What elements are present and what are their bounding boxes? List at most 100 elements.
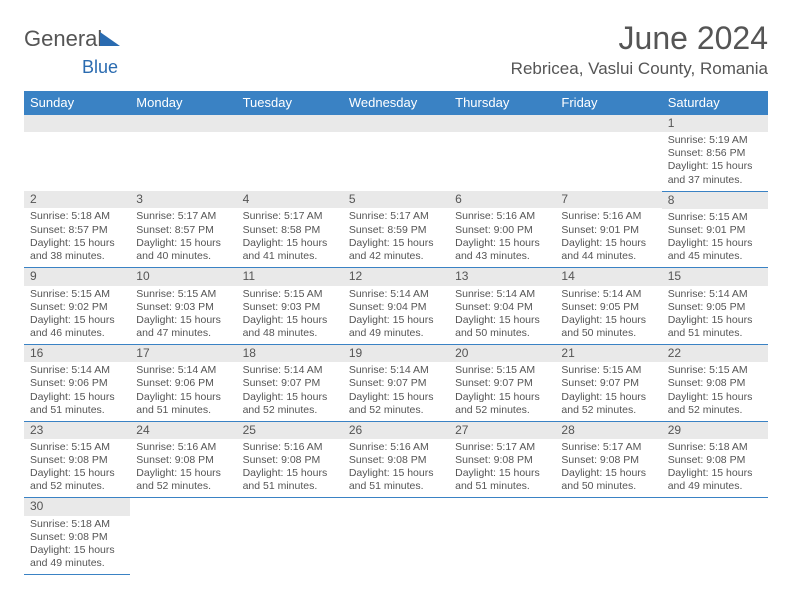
sunrise-text: Sunrise: 5:15 AM	[668, 364, 762, 377]
sunset-text: Sunset: 9:07 PM	[349, 377, 443, 390]
sunrise-text: Sunrise: 5:15 AM	[136, 288, 230, 301]
sunset-text: Sunset: 9:08 PM	[30, 454, 124, 467]
day-number: 8	[662, 192, 768, 209]
sunrise-text: Sunrise: 5:14 AM	[561, 288, 655, 301]
sunrise-text: Sunrise: 5:15 AM	[243, 288, 337, 301]
sunrise-text: Sunrise: 5:19 AM	[668, 134, 762, 147]
sunrise-text: Sunrise: 5:16 AM	[561, 210, 655, 223]
day-details: Sunrise: 5:16 AMSunset: 9:08 PMDaylight:…	[130, 439, 236, 498]
day-details: Sunrise: 5:16 AMSunset: 9:08 PMDaylight:…	[237, 439, 343, 498]
day-number: 28	[555, 422, 661, 439]
sunset-text: Sunset: 9:07 PM	[243, 377, 337, 390]
daylight-text: Daylight: 15 hours and 52 minutes.	[243, 391, 337, 417]
sunrise-text: Sunrise: 5:14 AM	[455, 288, 549, 301]
day-number: 6	[449, 191, 555, 208]
day-details: Sunrise: 5:14 AMSunset: 9:07 PMDaylight:…	[237, 362, 343, 421]
calendar-cell: 30Sunrise: 5:18 AMSunset: 9:08 PMDayligh…	[24, 498, 130, 575]
daylight-text: Daylight: 15 hours and 52 minutes.	[561, 391, 655, 417]
day-details: Sunrise: 5:15 AMSunset: 9:08 PMDaylight:…	[662, 362, 768, 421]
daylight-text: Daylight: 15 hours and 51 minutes.	[349, 467, 443, 493]
sunrise-text: Sunrise: 5:17 AM	[349, 210, 443, 223]
day-number: 2	[24, 191, 130, 208]
calendar-body: 1Sunrise: 5:19 AMSunset: 8:56 PMDaylight…	[24, 115, 768, 575]
calendar-cell: 10Sunrise: 5:15 AMSunset: 9:03 PMDayligh…	[130, 268, 236, 345]
calendar-cell-empty	[662, 498, 768, 575]
sunset-text: Sunset: 9:04 PM	[349, 301, 443, 314]
day-details: Sunrise: 5:17 AMSunset: 8:58 PMDaylight:…	[237, 208, 343, 267]
sunset-text: Sunset: 9:08 PM	[668, 377, 762, 390]
calendar-cell-empty	[555, 115, 661, 191]
sunset-text: Sunset: 9:07 PM	[455, 377, 549, 390]
daylight-text: Daylight: 15 hours and 47 minutes.	[136, 314, 230, 340]
sunset-text: Sunset: 9:08 PM	[455, 454, 549, 467]
logo: General Blue	[24, 26, 122, 78]
sunset-text: Sunset: 8:57 PM	[30, 224, 124, 237]
calendar-row: 9Sunrise: 5:15 AMSunset: 9:02 PMDaylight…	[24, 268, 768, 345]
sunset-text: Sunset: 8:57 PM	[136, 224, 230, 237]
day-details: Sunrise: 5:15 AMSunset: 9:03 PMDaylight:…	[237, 286, 343, 345]
sunrise-text: Sunrise: 5:14 AM	[243, 364, 337, 377]
weekday-header: Friday	[555, 91, 661, 115]
day-number: 12	[343, 268, 449, 285]
day-details: Sunrise: 5:16 AMSunset: 9:01 PMDaylight:…	[555, 208, 661, 267]
sunset-text: Sunset: 9:08 PM	[668, 454, 762, 467]
calendar-cell-empty	[449, 498, 555, 575]
sunrise-text: Sunrise: 5:15 AM	[30, 441, 124, 454]
sunset-text: Sunset: 9:01 PM	[668, 224, 762, 237]
sunset-text: Sunset: 9:03 PM	[136, 301, 230, 314]
weekday-header: Tuesday	[237, 91, 343, 115]
calendar-cell: 26Sunrise: 5:16 AMSunset: 9:08 PMDayligh…	[343, 421, 449, 498]
sunrise-text: Sunrise: 5:16 AM	[136, 441, 230, 454]
calendar-cell-empty	[237, 115, 343, 191]
calendar-cell: 27Sunrise: 5:17 AMSunset: 9:08 PMDayligh…	[449, 421, 555, 498]
daylight-text: Daylight: 15 hours and 40 minutes.	[136, 237, 230, 263]
weekday-header-row: SundayMondayTuesdayWednesdayThursdayFrid…	[24, 91, 768, 115]
calendar-cell: 24Sunrise: 5:16 AMSunset: 9:08 PMDayligh…	[130, 421, 236, 498]
calendar-cell: 13Sunrise: 5:14 AMSunset: 9:04 PMDayligh…	[449, 268, 555, 345]
day-details: Sunrise: 5:17 AMSunset: 9:08 PMDaylight:…	[555, 439, 661, 498]
calendar-cell: 23Sunrise: 5:15 AMSunset: 9:08 PMDayligh…	[24, 421, 130, 498]
day-number: 24	[130, 422, 236, 439]
calendar-cell: 2Sunrise: 5:18 AMSunset: 8:57 PMDaylight…	[24, 191, 130, 268]
calendar-cell: 11Sunrise: 5:15 AMSunset: 9:03 PMDayligh…	[237, 268, 343, 345]
calendar-cell-empty	[343, 498, 449, 575]
day-number: 1	[662, 115, 768, 132]
daylight-text: Daylight: 15 hours and 37 minutes.	[668, 160, 762, 186]
sunrise-text: Sunrise: 5:16 AM	[243, 441, 337, 454]
daylight-text: Daylight: 15 hours and 52 minutes.	[349, 391, 443, 417]
sunset-text: Sunset: 9:08 PM	[561, 454, 655, 467]
day-number-empty	[555, 115, 661, 132]
sunrise-text: Sunrise: 5:17 AM	[455, 441, 549, 454]
day-number: 30	[24, 498, 130, 515]
sunrise-text: Sunrise: 5:14 AM	[349, 364, 443, 377]
calendar-cell-empty	[449, 115, 555, 191]
day-details: Sunrise: 5:15 AMSunset: 9:03 PMDaylight:…	[130, 286, 236, 345]
sunrise-text: Sunrise: 5:15 AM	[30, 288, 124, 301]
calendar-row: 1Sunrise: 5:19 AMSunset: 8:56 PMDaylight…	[24, 115, 768, 191]
day-number: 14	[555, 268, 661, 285]
day-number-empty	[343, 115, 449, 132]
sunrise-text: Sunrise: 5:15 AM	[668, 211, 762, 224]
day-details: Sunrise: 5:18 AMSunset: 8:57 PMDaylight:…	[24, 208, 130, 267]
weekday-header: Thursday	[449, 91, 555, 115]
calendar-row: 2Sunrise: 5:18 AMSunset: 8:57 PMDaylight…	[24, 191, 768, 268]
day-number-empty	[237, 115, 343, 132]
calendar-cell-empty	[24, 115, 130, 191]
day-details: Sunrise: 5:17 AMSunset: 8:59 PMDaylight:…	[343, 208, 449, 267]
day-number: 27	[449, 422, 555, 439]
calendar-cell: 19Sunrise: 5:14 AMSunset: 9:07 PMDayligh…	[343, 345, 449, 422]
calendar-table: SundayMondayTuesdayWednesdayThursdayFrid…	[24, 91, 768, 575]
day-number: 18	[237, 345, 343, 362]
daylight-text: Daylight: 15 hours and 52 minutes.	[30, 467, 124, 493]
sunrise-text: Sunrise: 5:14 AM	[30, 364, 124, 377]
day-details: Sunrise: 5:14 AMSunset: 9:04 PMDaylight:…	[449, 286, 555, 345]
calendar-cell: 9Sunrise: 5:15 AMSunset: 9:02 PMDaylight…	[24, 268, 130, 345]
calendar-cell-empty	[555, 498, 661, 575]
sunset-text: Sunset: 8:58 PM	[243, 224, 337, 237]
daylight-text: Daylight: 15 hours and 52 minutes.	[136, 467, 230, 493]
sunset-text: Sunset: 9:08 PM	[243, 454, 337, 467]
day-number: 13	[449, 268, 555, 285]
sunrise-text: Sunrise: 5:14 AM	[349, 288, 443, 301]
location-subtitle: Rebricea, Vaslui County, Romania	[24, 59, 768, 79]
calendar-cell: 28Sunrise: 5:17 AMSunset: 9:08 PMDayligh…	[555, 421, 661, 498]
